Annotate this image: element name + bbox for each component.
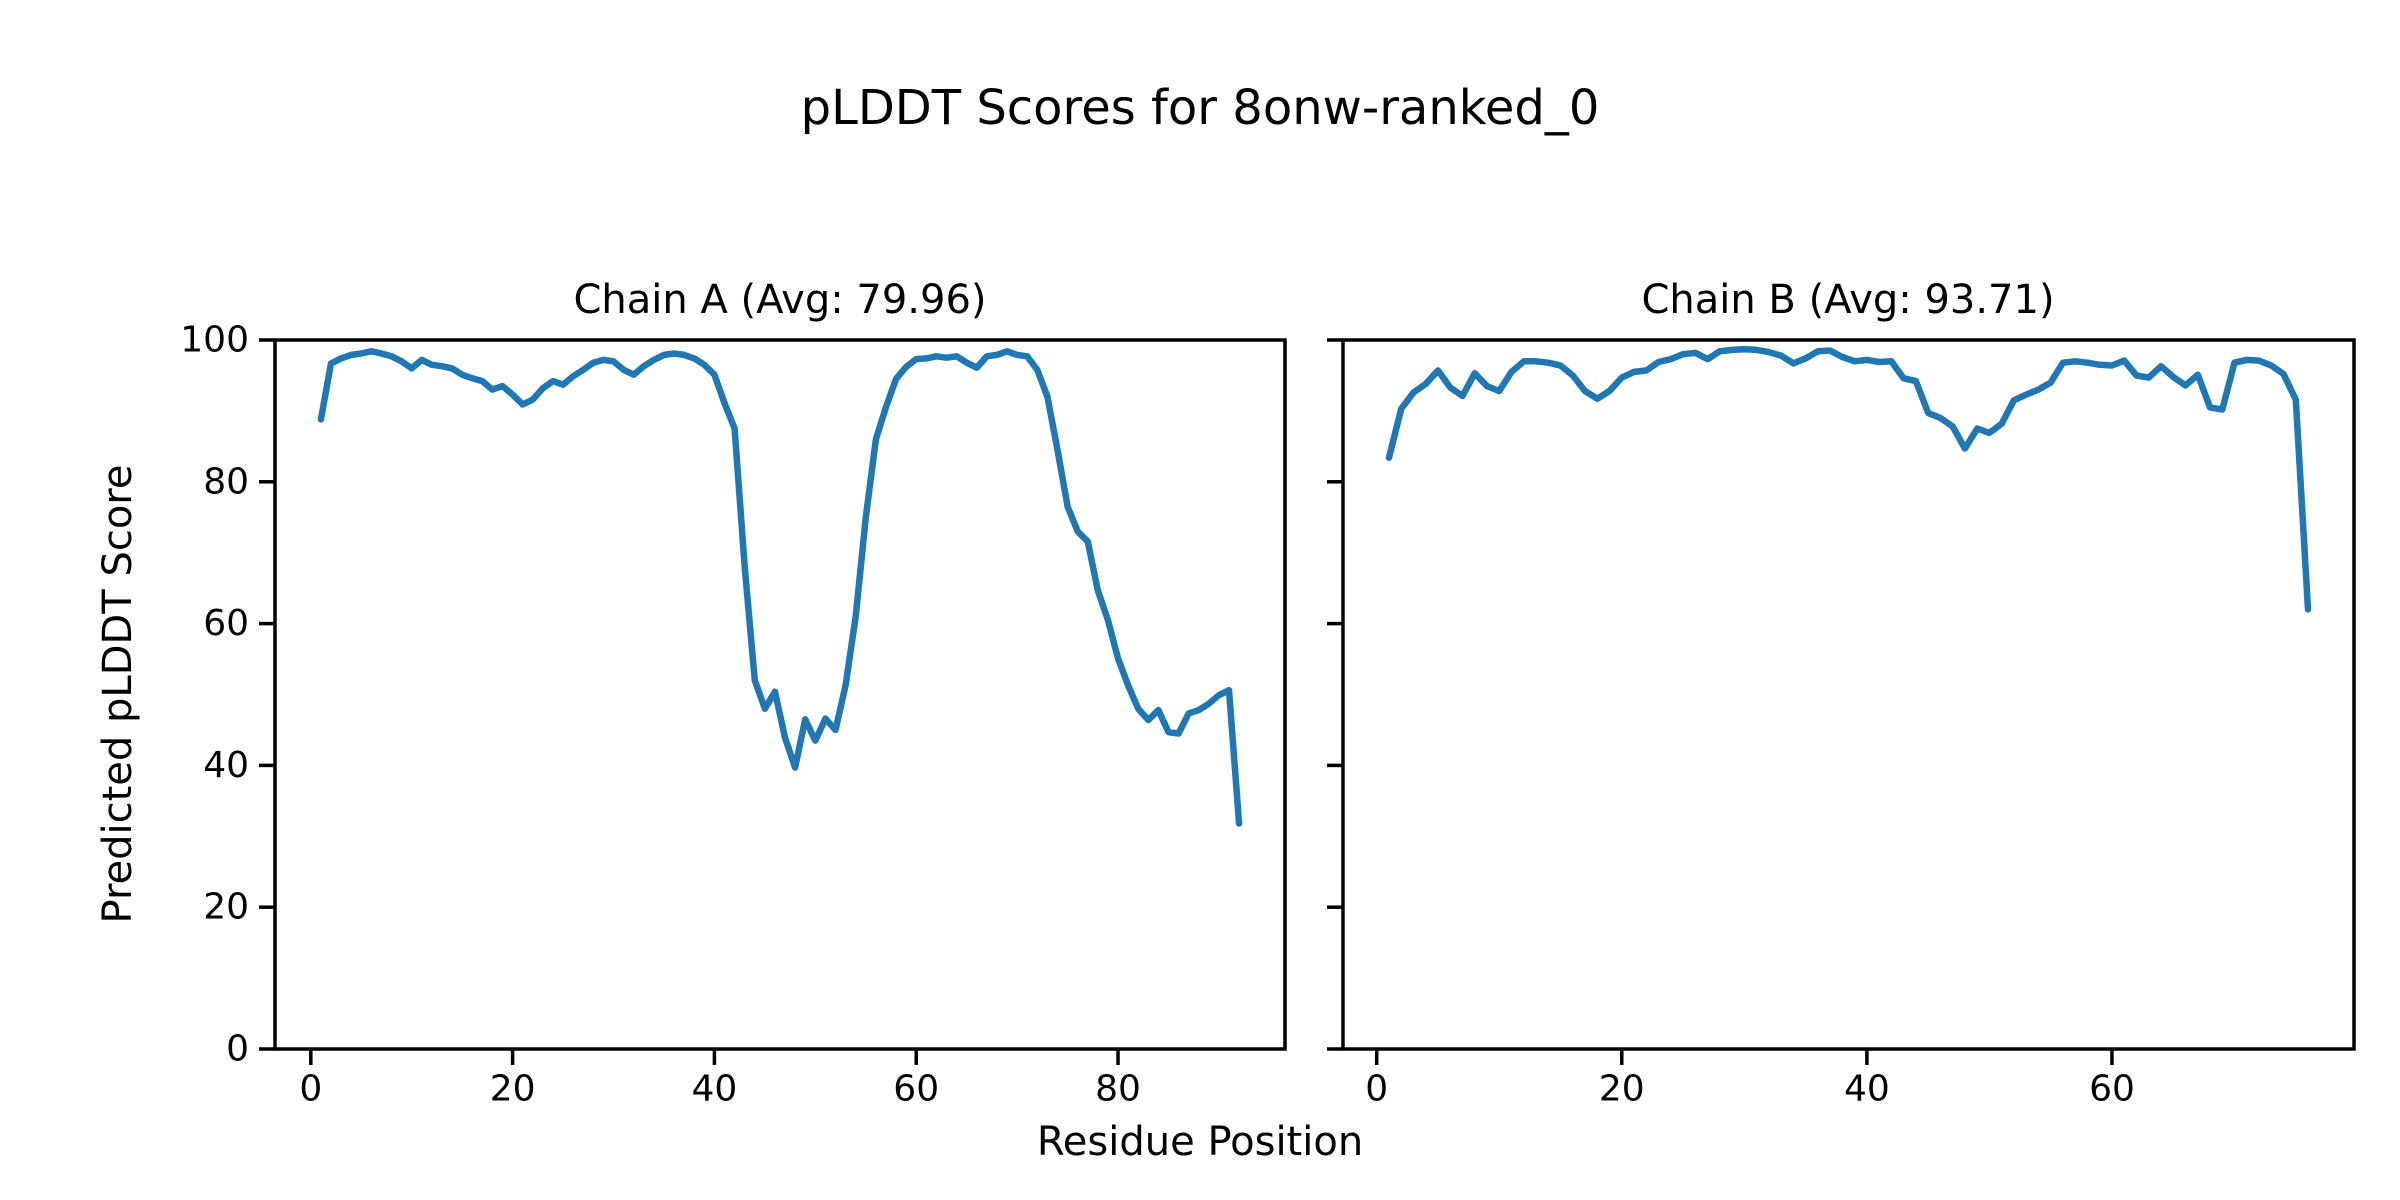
plddt-line-chain-b <box>1385 345 2312 613</box>
chain-a-plot: 0 20 40 60 80 0 20 40 60 80 100 <box>180 320 1287 1110</box>
x-tick-label: 80 <box>1095 1069 1141 1110</box>
axes-frame <box>1341 338 2356 1051</box>
x-tick-label: 0 <box>1365 1069 1388 1110</box>
y-axis-label: Predicted pLDDT Score <box>95 465 141 924</box>
y-tick-label: 20 <box>203 887 249 928</box>
y-tick-label: 40 <box>203 745 249 786</box>
y-tick-label: 100 <box>180 320 249 361</box>
x-axis-label: Residue Position <box>1037 1119 1363 1165</box>
chain-b-title: Chain B (Avg: 93.71) <box>1641 277 2054 323</box>
x-tick-label: 60 <box>2089 1069 2135 1110</box>
y-tick-label: 60 <box>203 603 249 644</box>
x-tick-label: 40 <box>692 1069 738 1110</box>
x-tick-label: 20 <box>490 1069 536 1110</box>
y-tick-label: 80 <box>203 461 249 502</box>
x-tick-label: 60 <box>893 1069 939 1110</box>
x-tick-label: 20 <box>1599 1069 1645 1110</box>
plddt-line-chain-a <box>317 348 1243 827</box>
y-tick-label: 0 <box>226 1029 249 1070</box>
axes-frame <box>273 338 1287 1051</box>
figure-title: pLDDT Scores for 8onw-ranked_0 <box>801 80 1600 136</box>
chain-b-plot: 0 20 40 60 <box>1327 338 2356 1110</box>
x-tick-label: 40 <box>1844 1069 1890 1110</box>
x-tick-label: 0 <box>299 1069 322 1110</box>
chain-a-title: Chain A (Avg: 79.96) <box>573 277 986 323</box>
